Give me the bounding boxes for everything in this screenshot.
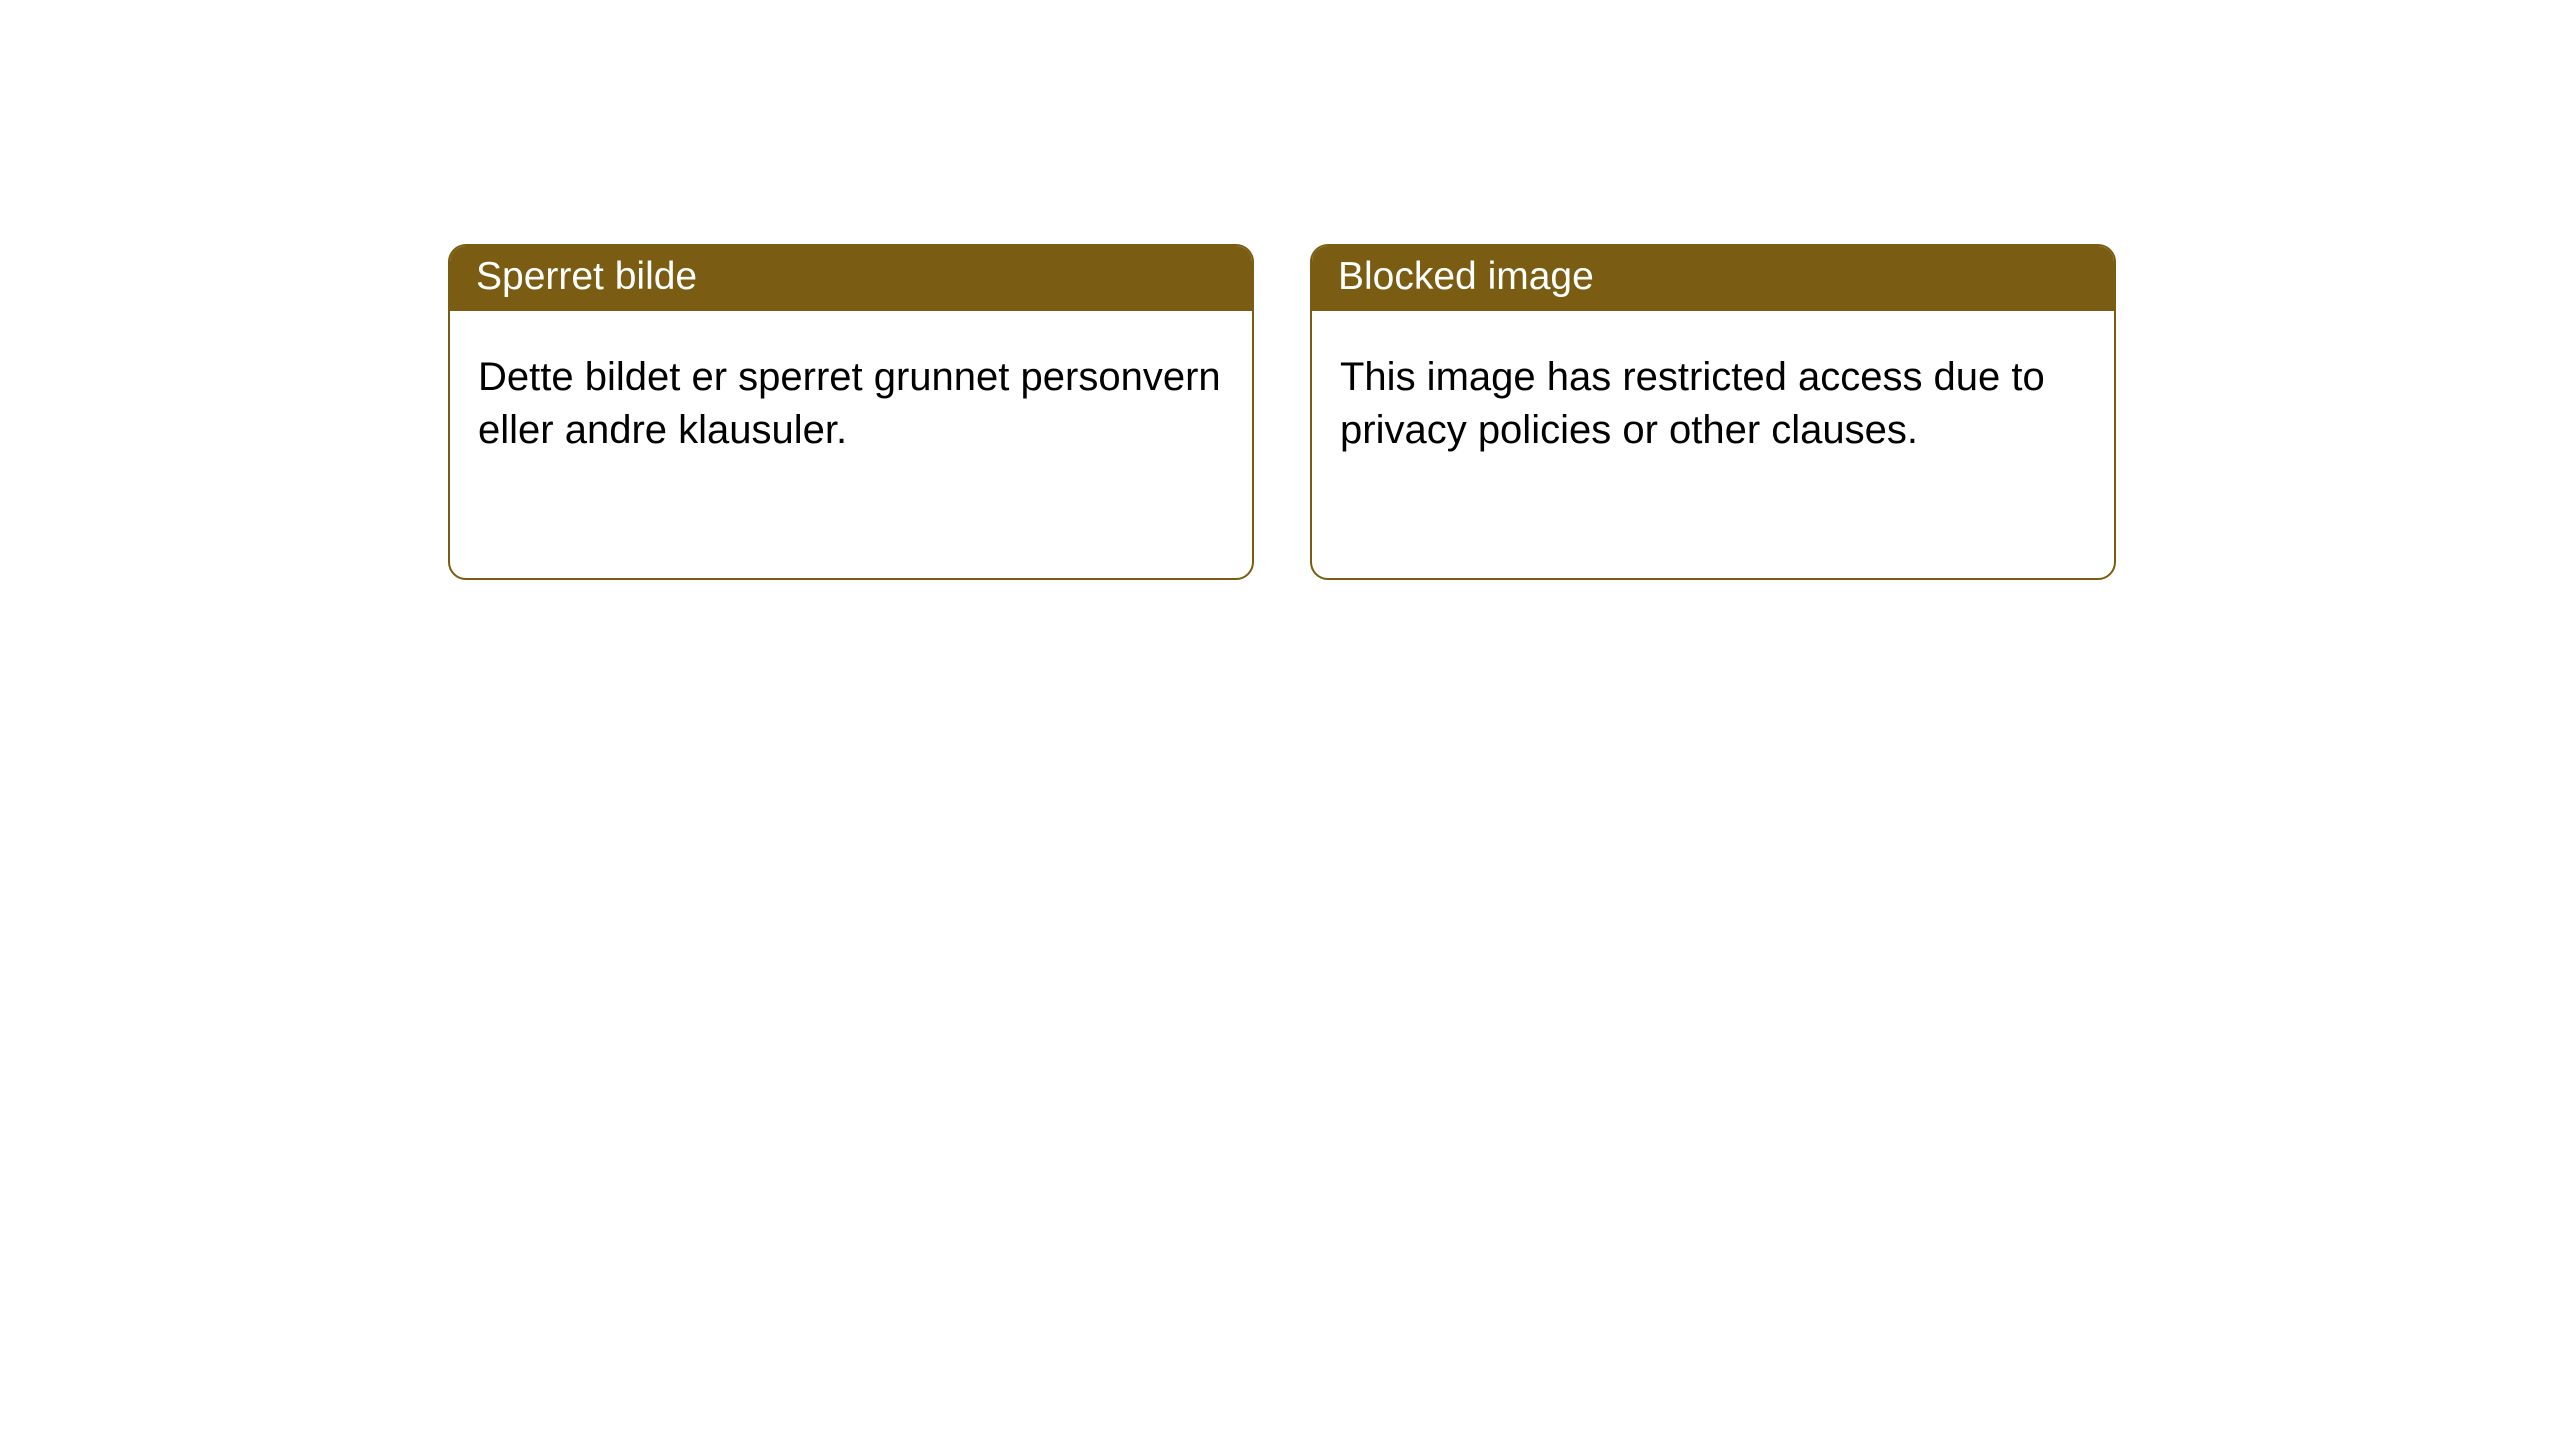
notice-title: Blocked image: [1312, 246, 2114, 311]
notice-body: Dette bildet er sperret grunnet personve…: [450, 311, 1252, 485]
notice-box-english: Blocked image This image has restricted …: [1310, 244, 2116, 580]
notice-container: Sperret bilde Dette bildet er sperret gr…: [0, 0, 2560, 580]
notice-body: This image has restricted access due to …: [1312, 311, 2114, 485]
notice-title: Sperret bilde: [450, 246, 1252, 311]
notice-box-norwegian: Sperret bilde Dette bildet er sperret gr…: [448, 244, 1254, 580]
